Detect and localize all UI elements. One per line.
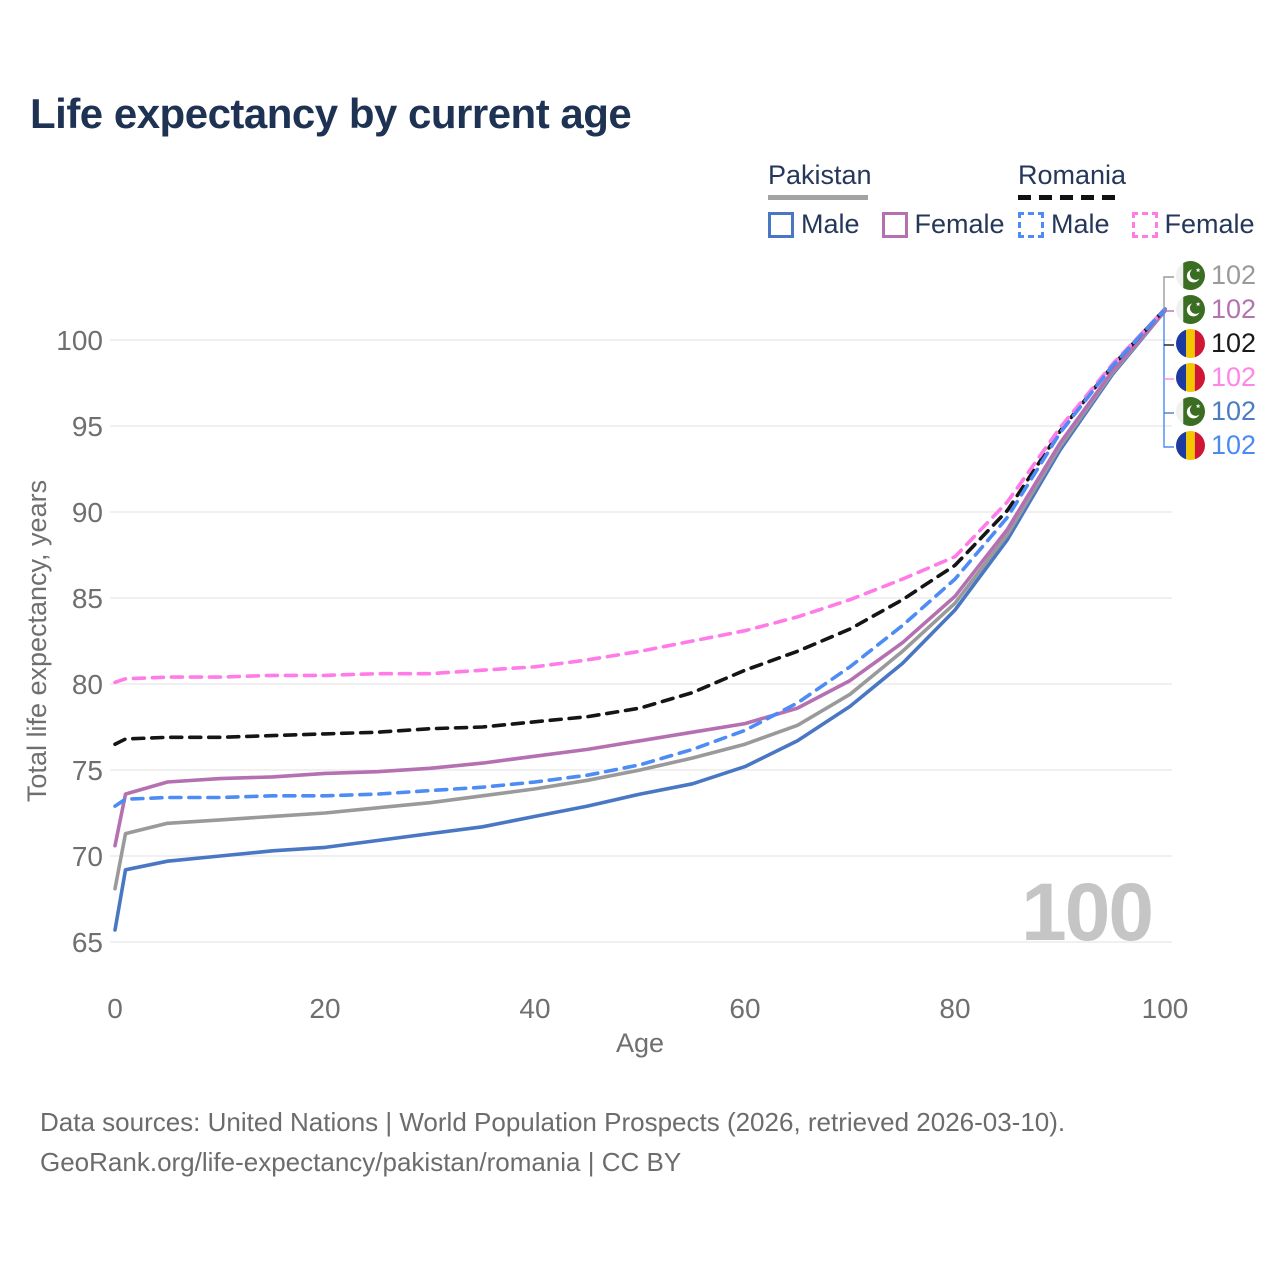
legend-swatch-icon — [768, 211, 794, 238]
x-tick-label: 40 — [519, 993, 550, 1024]
series-line-pakistan-male — [113, 308, 1167, 932]
leader-line — [1163, 311, 1174, 448]
pakistan-flag-icon — [1176, 261, 1205, 290]
y-tick-label: 70 — [72, 841, 103, 872]
x-axis-title: Age — [616, 1028, 664, 1058]
legend-swatch-icon — [1131, 211, 1158, 238]
legend-swatch-icon — [881, 211, 908, 238]
page-title: Life expectancy by current age — [30, 90, 632, 137]
pakistan-flag-icon — [1176, 397, 1205, 426]
current-age-watermark: 100 — [1021, 867, 1154, 958]
y-tick-label: 85 — [72, 583, 103, 614]
pakistan-flag-icon — [1176, 261, 1205, 290]
romania-flag-icon — [1176, 363, 1205, 392]
end-label-pakistan: 102 — [1176, 260, 1256, 291]
romania-flag-icon — [1176, 431, 1205, 460]
legend-item-label: Male — [801, 209, 860, 239]
series-line-romania — [113, 307, 1167, 747]
end-value: 102 — [1211, 328, 1257, 358]
legend-group-pakistan: Pakistan Male Female — [768, 160, 1027, 240]
romania-flag-icon — [1176, 431, 1205, 460]
end-value: 102 — [1211, 396, 1257, 426]
end-label-romania-male: 102 — [1176, 430, 1256, 461]
legend-item-pakistan-male[interactable]: Male — [768, 209, 860, 240]
romania-flag-icon — [1176, 363, 1205, 392]
x-tick-label: 0 — [107, 993, 123, 1024]
end-label-pakistan-male: 102 — [1176, 396, 1256, 427]
y-tick-label: 80 — [72, 669, 103, 700]
legend-item-pakistan-female[interactable]: Female — [881, 209, 1005, 240]
end-value: 102 — [1211, 260, 1257, 290]
legend-item-label: Female — [914, 209, 1005, 239]
x-tick-label: 80 — [939, 993, 970, 1024]
leader-line — [1163, 276, 1174, 310]
series-line-romania-male — [113, 307, 1167, 808]
legend-item-label: Female — [1164, 209, 1255, 239]
legend-item-romania-male[interactable]: Male — [1018, 209, 1110, 240]
legend-country-label: Romania — [1018, 160, 1127, 190]
x-tick-label: 60 — [729, 993, 760, 1024]
romania-flag-icon — [1176, 329, 1205, 358]
legend-item-romania-female[interactable]: Female — [1131, 209, 1255, 240]
legend-swatch-icon — [1018, 211, 1044, 238]
legend-solid-line-sample — [768, 195, 868, 200]
end-value: 102 — [1211, 362, 1257, 392]
x-tick-label: 100 — [1142, 993, 1189, 1024]
y-axis-title: Total life expectancy, years — [22, 480, 52, 802]
series-line-romania-female — [113, 307, 1167, 685]
pakistan-flag-icon — [1176, 295, 1205, 324]
end-label-pakistan-female: 102 — [1176, 294, 1256, 325]
end-value: 102 — [1211, 294, 1257, 324]
y-tick-label: 95 — [72, 411, 103, 442]
end-label-romania-female: 102 — [1176, 362, 1256, 393]
series-line-pakistan — [113, 308, 1167, 891]
series-line-pakistan-female — [113, 308, 1167, 848]
legend-group-romania: Romania Male Female — [1018, 160, 1277, 240]
footer-source-line: Data sources: United Nations | World Pop… — [40, 1107, 1066, 1137]
y-tick-label: 75 — [72, 755, 103, 786]
end-label-romania: 102 — [1176, 328, 1256, 359]
y-tick-label: 65 — [72, 927, 103, 958]
footer-url-line: GeoRank.org/life-expectancy/pakistan/rom… — [40, 1147, 682, 1177]
legend-country-label: Pakistan — [768, 160, 872, 190]
y-tick-label: 100 — [56, 325, 103, 356]
legend-item-label: Male — [1051, 209, 1110, 239]
end-value: 102 — [1211, 430, 1257, 460]
romania-flag-icon — [1176, 329, 1205, 358]
pakistan-flag-icon — [1176, 397, 1205, 426]
x-tick-label: 20 — [309, 993, 340, 1024]
legend-dashed-line-sample — [1018, 195, 1121, 200]
y-tick-label: 90 — [72, 497, 103, 528]
pakistan-flag-icon — [1176, 295, 1205, 324]
